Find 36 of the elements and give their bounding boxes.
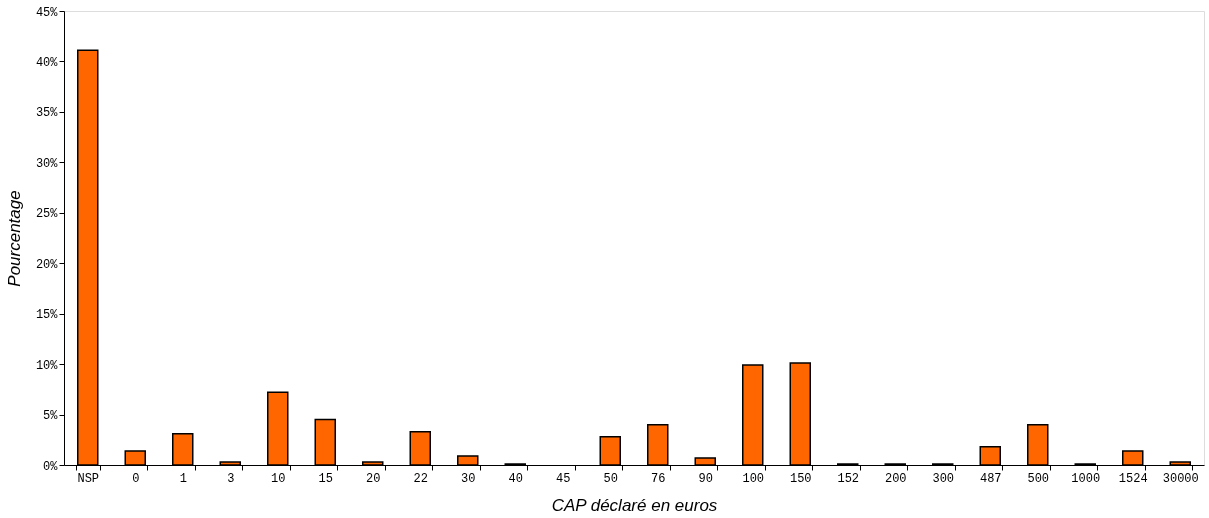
x-tick-label: 1 bbox=[179, 471, 187, 486]
x-tick-label: 22 bbox=[413, 471, 428, 486]
y-tick-label: 40% bbox=[35, 55, 59, 70]
x-tick-label: 40 bbox=[508, 471, 523, 486]
x-tick-label: 150 bbox=[789, 471, 812, 486]
x-tick-label: 500 bbox=[1027, 471, 1050, 486]
x-axis-title: CAP déclaré en euros bbox=[551, 495, 718, 515]
x-tick-label: 100 bbox=[742, 471, 765, 486]
x-tick-label: 90 bbox=[698, 471, 713, 486]
x-tick-label: 300 bbox=[932, 471, 955, 486]
x-tick-label: NSP bbox=[77, 471, 100, 486]
x-tick-label: 50 bbox=[603, 471, 618, 486]
y-tick-label: 25% bbox=[35, 207, 59, 222]
x-tick-label: 200 bbox=[884, 471, 907, 486]
y-tick-label: 45% bbox=[35, 5, 59, 20]
x-tick-label: 0 bbox=[132, 471, 140, 486]
y-axis-title: Pourcentage bbox=[4, 190, 24, 287]
x-tick-label: 45 bbox=[556, 471, 571, 486]
x-tick-label: 15 bbox=[318, 471, 333, 486]
x-tick-label: 20 bbox=[366, 471, 381, 486]
y-tick-label: 10% bbox=[35, 358, 59, 373]
x-tick-label: 152 bbox=[837, 471, 860, 486]
x-tick-label: 30000 bbox=[1162, 471, 1199, 486]
x-tick-label: 487 bbox=[979, 471, 1002, 486]
x-tick-label: 3 bbox=[227, 471, 235, 486]
y-tick-label: 0% bbox=[43, 459, 59, 474]
x-tick-label: 1000 bbox=[1071, 471, 1101, 486]
y-tick-label: 30% bbox=[35, 156, 59, 171]
y-tick-label: 20% bbox=[35, 257, 59, 272]
x-tick-label: 76 bbox=[651, 471, 666, 486]
y-tick-label: 5% bbox=[43, 409, 59, 424]
x-tick-label: 30 bbox=[461, 471, 476, 486]
x-tick-label: 10 bbox=[271, 471, 286, 486]
y-tick-label: 15% bbox=[35, 308, 59, 323]
y-tick-label: 35% bbox=[35, 106, 59, 121]
x-tick-label: 1524 bbox=[1118, 471, 1148, 486]
